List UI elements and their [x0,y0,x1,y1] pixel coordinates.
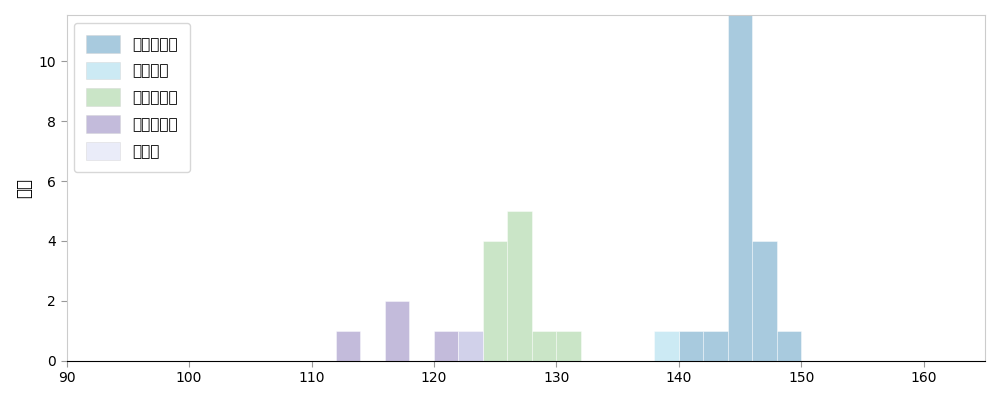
Bar [752,241,777,360]
Bar [703,331,728,360]
Legend: ストレート, シュート, スライダー, スクリュー, カーブ: ストレート, シュート, スライダー, スクリュー, カーブ [74,23,190,172]
Bar [385,301,409,360]
Bar [728,0,752,360]
Bar [777,331,801,360]
Bar [458,331,483,360]
Bar [507,211,532,360]
Y-axis label: 球数: 球数 [15,178,33,198]
Bar [679,331,703,360]
Bar [434,331,458,360]
Bar [336,331,360,360]
Bar [532,331,556,360]
Bar [458,331,483,360]
Bar [483,241,507,360]
Bar [654,331,679,360]
Bar [556,331,581,360]
